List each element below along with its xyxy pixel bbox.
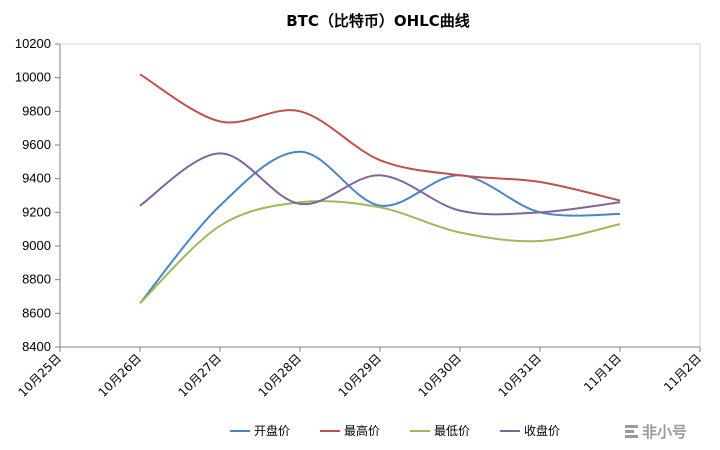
y-tick-label: 9200 <box>22 204 51 219</box>
legend-label: 最高价 <box>344 423 380 438</box>
series-line-3 <box>139 152 621 216</box>
y-tick-label: 9000 <box>22 238 51 253</box>
y-tick-label: 10200 <box>15 36 51 51</box>
plot-area <box>59 43 701 348</box>
watermark-logo-icon <box>625 425 638 438</box>
x-tick-label: 11月2日 <box>661 351 704 394</box>
legend-label: 开盘价 <box>254 423 290 438</box>
watermark: 非小号 <box>625 423 687 441</box>
legend-label: 收盘价 <box>524 423 560 438</box>
x-axis: 10月25日 10月26日 10月27日 10月28日 10月29日 10月30日 10月3… <box>16 347 704 400</box>
series-line-2 <box>139 200 621 304</box>
x-tick-label: 10月25日 <box>16 351 64 399</box>
x-tick-label: 10月31日 <box>496 351 544 399</box>
x-tick-label: 10月29日 <box>336 351 384 399</box>
y-tick-label: 8400 <box>22 339 51 354</box>
legend: 开盘价 最高价 最低价 收盘价 <box>230 423 560 438</box>
chart-title: BTC（比特币）OHLC曲线 <box>286 12 470 30</box>
legend-label: 最低价 <box>434 424 470 438</box>
y-tick-label: 10000 <box>15 70 51 85</box>
x-tick-label: 10月30日 <box>416 351 464 399</box>
x-tick-label: 10月27日 <box>176 351 224 399</box>
y-tick-label: 9400 <box>22 171 51 186</box>
watermark-text: 非小号 <box>642 423 687 441</box>
y-tick-label: 8800 <box>22 272 51 287</box>
x-tick-label: 10月26日 <box>96 351 144 399</box>
x-tick-label: 10月28日 <box>256 351 304 399</box>
series-lines <box>139 73 621 304</box>
x-tick-label: 11月1日 <box>581 351 624 394</box>
y-tick-label: 9600 <box>22 137 51 152</box>
y-axis: 8400 8600 8800 9000 9200 9400 9600 9800 10000 102… <box>15 36 60 354</box>
y-tick-label: 8600 <box>22 305 51 320</box>
series-line-1 <box>139 73 621 202</box>
y-tick-label: 9800 <box>22 103 51 118</box>
